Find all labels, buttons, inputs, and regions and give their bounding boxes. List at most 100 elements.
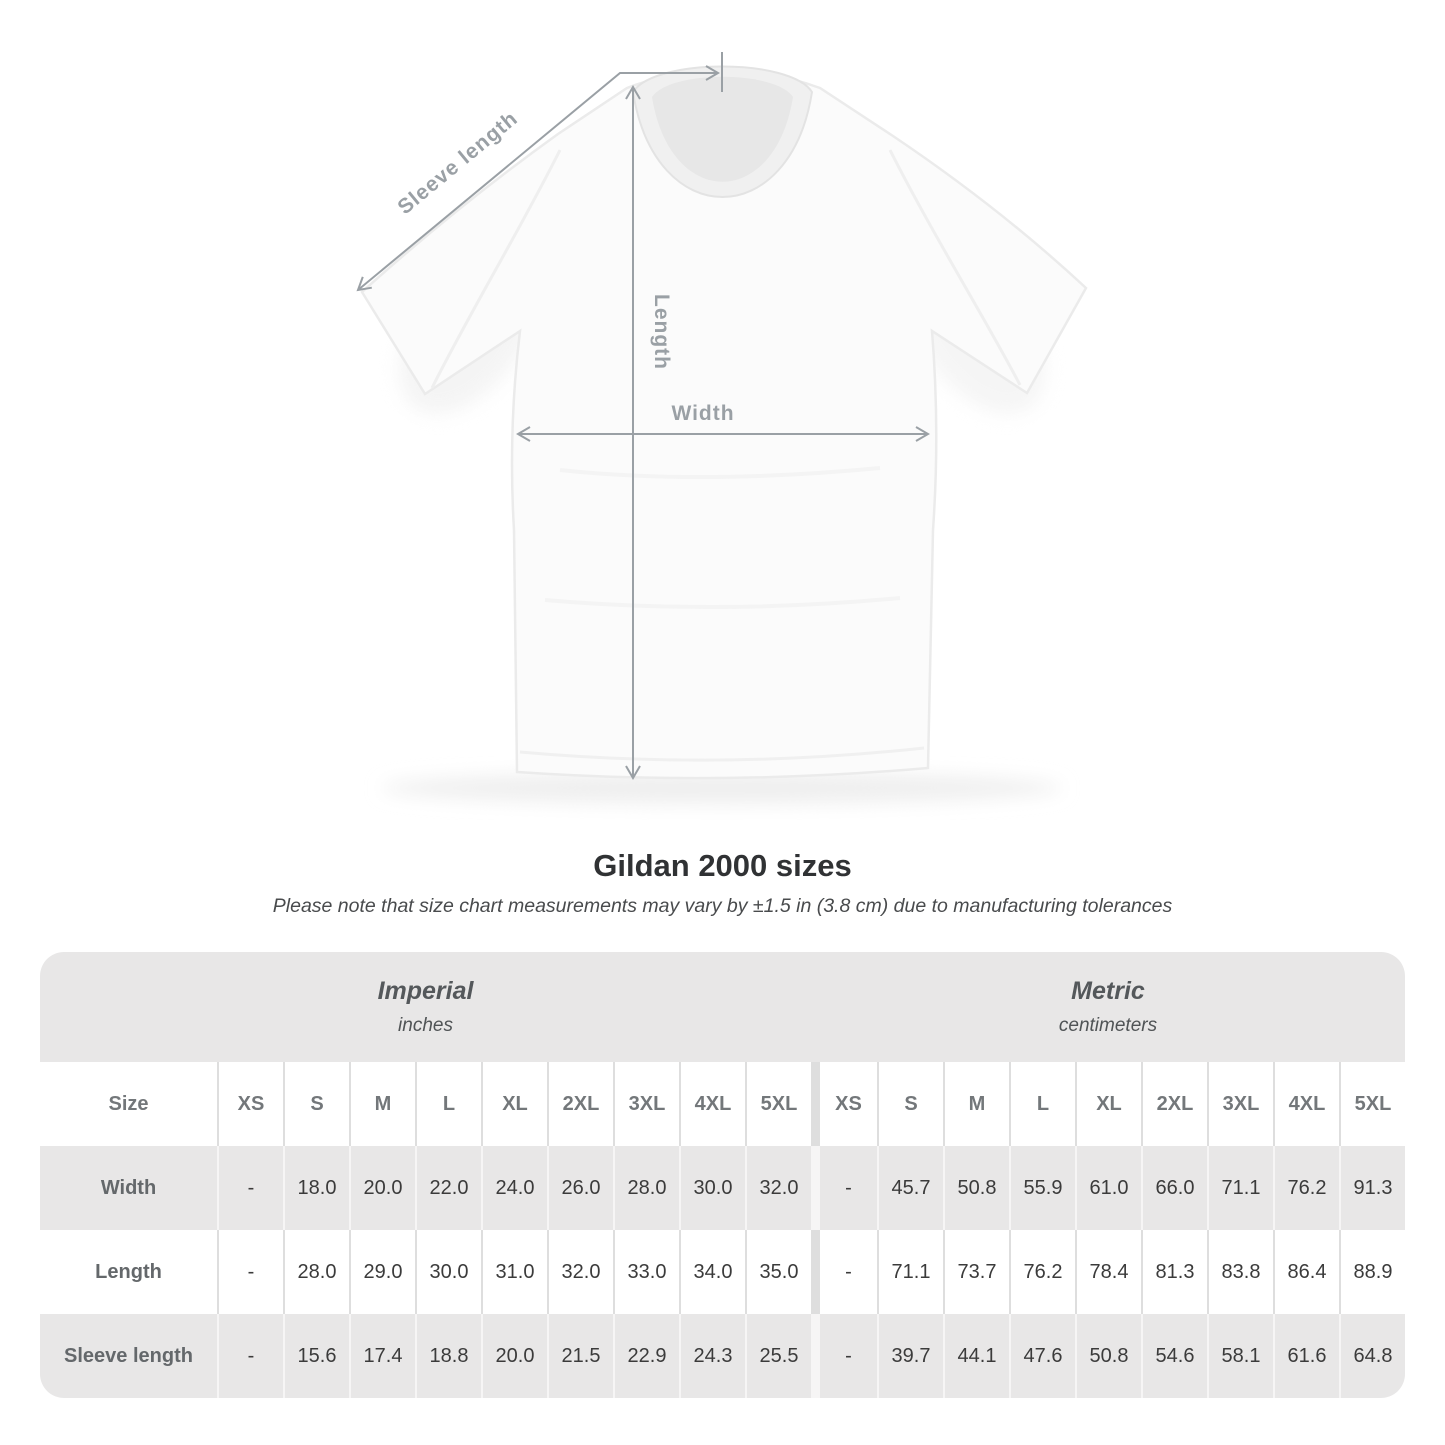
length-arrow-top bbox=[625, 85, 641, 100]
column-header-cell: XL bbox=[481, 1062, 547, 1146]
sleeve-arrow-right bbox=[705, 65, 720, 81]
value-cell: 25.5 bbox=[745, 1314, 811, 1398]
unit-header-row: Imperial inches Metric centimeters bbox=[40, 952, 1405, 1062]
value-cell: 73.7 bbox=[943, 1230, 1009, 1314]
column-header-cell: L bbox=[415, 1062, 481, 1146]
page-title: Gildan 2000 sizes bbox=[593, 848, 852, 883]
metric-section-header: Metric centimeters bbox=[811, 952, 1405, 1062]
value-cell: 33.0 bbox=[613, 1230, 679, 1314]
left-armhole-seam bbox=[430, 149, 562, 389]
width-arrow-left bbox=[516, 426, 531, 442]
value-cell: 45.7 bbox=[877, 1146, 943, 1230]
value-cell: 32.0 bbox=[547, 1230, 613, 1314]
value-cell: - bbox=[217, 1146, 283, 1230]
value-cell: 88.9 bbox=[1339, 1230, 1405, 1314]
value-cell: 30.0 bbox=[415, 1230, 481, 1314]
value-cell: 22.9 bbox=[613, 1314, 679, 1398]
value-cell: 21.5 bbox=[547, 1314, 613, 1398]
value-cell: 20.0 bbox=[481, 1314, 547, 1398]
value-cell: 61.0 bbox=[1075, 1146, 1141, 1230]
metric-unit: centimeters bbox=[1058, 1015, 1158, 1036]
hem-seam bbox=[519, 746, 925, 762]
column-header-cell: 4XL bbox=[1273, 1062, 1339, 1146]
measurement-lines bbox=[356, 52, 930, 780]
value-cell: 31.0 bbox=[481, 1230, 547, 1314]
value-cell: 71.1 bbox=[1207, 1146, 1273, 1230]
value-cell: 50.8 bbox=[1075, 1314, 1141, 1398]
value-cell: 30.0 bbox=[679, 1146, 745, 1230]
value-cell: 17.4 bbox=[349, 1314, 415, 1398]
value-cell: 76.2 bbox=[1273, 1146, 1339, 1230]
value-cell: 22.0 bbox=[415, 1146, 481, 1230]
size-corner-cell: Size bbox=[40, 1062, 217, 1146]
column-header-cell: 2XL bbox=[547, 1062, 613, 1146]
tshirt-collar-opening bbox=[652, 76, 793, 182]
right-armhole-seam bbox=[888, 149, 1022, 386]
value-cell: 28.0 bbox=[613, 1146, 679, 1230]
column-header-cell: 3XL bbox=[613, 1062, 679, 1146]
value-cell: 28.0 bbox=[283, 1230, 349, 1314]
width-label: Width bbox=[671, 402, 734, 425]
value-cell: 64.8 bbox=[1339, 1314, 1405, 1398]
value-cell: 47.6 bbox=[1009, 1314, 1075, 1398]
value-cell: 58.1 bbox=[1207, 1314, 1273, 1398]
value-cell: 81.3 bbox=[1141, 1230, 1207, 1314]
sleeve-length-line bbox=[357, 72, 718, 291]
value-cell: 83.8 bbox=[1207, 1230, 1273, 1314]
column-header-cell: L bbox=[1009, 1062, 1075, 1146]
value-cell: 50.8 bbox=[943, 1146, 1009, 1230]
column-header-cell: XL bbox=[1075, 1062, 1141, 1146]
value-cell: - bbox=[811, 1146, 877, 1230]
value-cell: 55.9 bbox=[1009, 1146, 1075, 1230]
size-table: Imperial inches Metric centimeters Size X… bbox=[40, 952, 1405, 1398]
row-label-cell: Width bbox=[40, 1146, 217, 1230]
column-header-cell: 4XL bbox=[679, 1062, 745, 1146]
value-cell: 32.0 bbox=[745, 1146, 811, 1230]
value-cell: 20.0 bbox=[349, 1146, 415, 1230]
wrinkle bbox=[559, 466, 881, 480]
value-cell: 15.6 bbox=[283, 1314, 349, 1398]
column-header-cell: XS bbox=[811, 1062, 877, 1146]
value-cell: - bbox=[811, 1230, 877, 1314]
column-header-cell: XS bbox=[217, 1062, 283, 1146]
tshirt-measurement-diagram: Sleeve length Length Width bbox=[356, 52, 1088, 804]
value-cell: - bbox=[811, 1314, 877, 1398]
value-cell: 78.4 bbox=[1075, 1230, 1141, 1314]
value-cell: 91.3 bbox=[1339, 1146, 1405, 1230]
sleeve-arrow-end bbox=[356, 276, 372, 292]
value-cell: 34.0 bbox=[679, 1230, 745, 1314]
value-cell: 61.6 bbox=[1273, 1314, 1339, 1398]
wrinkle bbox=[544, 596, 901, 610]
value-cell: 24.0 bbox=[481, 1146, 547, 1230]
tolerance-note: Please note that size chart measurements… bbox=[272, 895, 1173, 917]
column-header-cell: S bbox=[877, 1062, 943, 1146]
value-cell: 29.0 bbox=[349, 1230, 415, 1314]
column-header-cell: M bbox=[349, 1062, 415, 1146]
column-header-cell: S bbox=[283, 1062, 349, 1146]
value-cell: 26.0 bbox=[547, 1146, 613, 1230]
imperial-unit: inches bbox=[398, 1015, 453, 1036]
size-table-grid: Size XS S M L XL 2XL 3XL 4XL 5XL XS S M L XL 2XL 3XL 4XL 5… bbox=[40, 1062, 1405, 1398]
row-label-cell: Sleeve length bbox=[40, 1314, 217, 1398]
column-header-cell: 5XL bbox=[1339, 1062, 1405, 1146]
value-cell: 18.0 bbox=[283, 1146, 349, 1230]
value-cell: 44.1 bbox=[943, 1314, 1009, 1398]
imperial-section-header: Imperial inches bbox=[40, 952, 811, 1062]
metric-label: Metric bbox=[1071, 977, 1145, 1005]
length-arrow-bottom bbox=[625, 765, 641, 780]
column-header-cell: M bbox=[943, 1062, 1009, 1146]
tshirt-body bbox=[360, 68, 1088, 780]
column-header-cell: 2XL bbox=[1141, 1062, 1207, 1146]
value-cell: 54.6 bbox=[1141, 1314, 1207, 1398]
length-label: Length bbox=[650, 294, 673, 370]
column-header-cell: 3XL bbox=[1207, 1062, 1273, 1146]
value-cell: 86.4 bbox=[1273, 1230, 1339, 1314]
value-cell: - bbox=[217, 1230, 283, 1314]
value-cell: 76.2 bbox=[1009, 1230, 1075, 1314]
imperial-label: Imperial bbox=[377, 977, 474, 1005]
value-cell: 18.8 bbox=[415, 1314, 481, 1398]
value-cell: 24.3 bbox=[679, 1314, 745, 1398]
column-header-cell: 5XL bbox=[745, 1062, 811, 1146]
value-cell: 71.1 bbox=[877, 1230, 943, 1314]
